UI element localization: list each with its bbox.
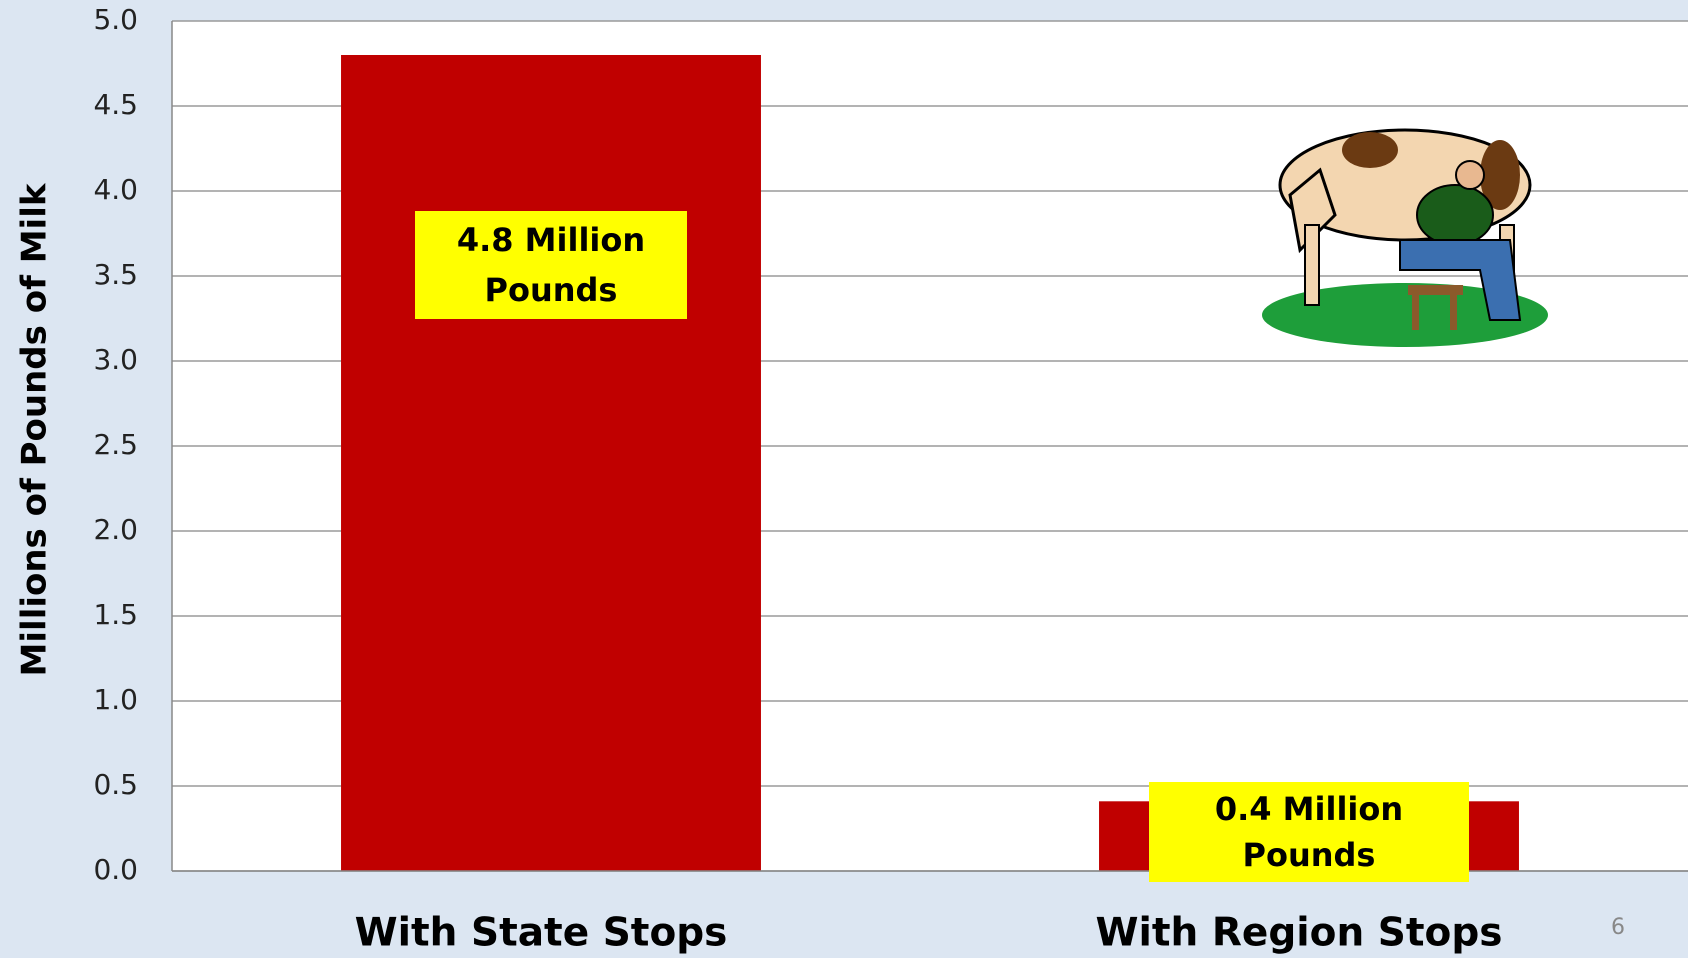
y-axis-label: Millions of Pounds of Milk xyxy=(15,182,55,676)
y-tick-label: 1.0 xyxy=(93,683,138,716)
bar xyxy=(341,55,761,871)
y-tick-label: 5.0 xyxy=(93,3,138,36)
y-tick-label: 1.5 xyxy=(93,598,138,631)
y-tick-label: 2.0 xyxy=(93,513,138,546)
value-label: 0.4 Million Pounds xyxy=(1149,782,1469,883)
x-tick-label: With State Stops xyxy=(355,911,728,956)
y-tick-label: 0.0 xyxy=(93,853,138,886)
value-label: 4.8 Million Pounds xyxy=(415,211,687,319)
y-tick-label: 0.5 xyxy=(93,768,138,801)
y-tick-label: 3.5 xyxy=(93,258,138,291)
x-tick-label: With Region Stops xyxy=(1096,911,1503,956)
y-tick-label: 2.5 xyxy=(93,428,138,461)
y-tick-label: 3.0 xyxy=(93,343,138,376)
cow-illustration xyxy=(1262,128,1548,347)
y-tick-label: 4.0 xyxy=(93,173,138,206)
y-tick-label: 4.5 xyxy=(93,88,138,121)
page-number: 6 xyxy=(1611,915,1625,940)
